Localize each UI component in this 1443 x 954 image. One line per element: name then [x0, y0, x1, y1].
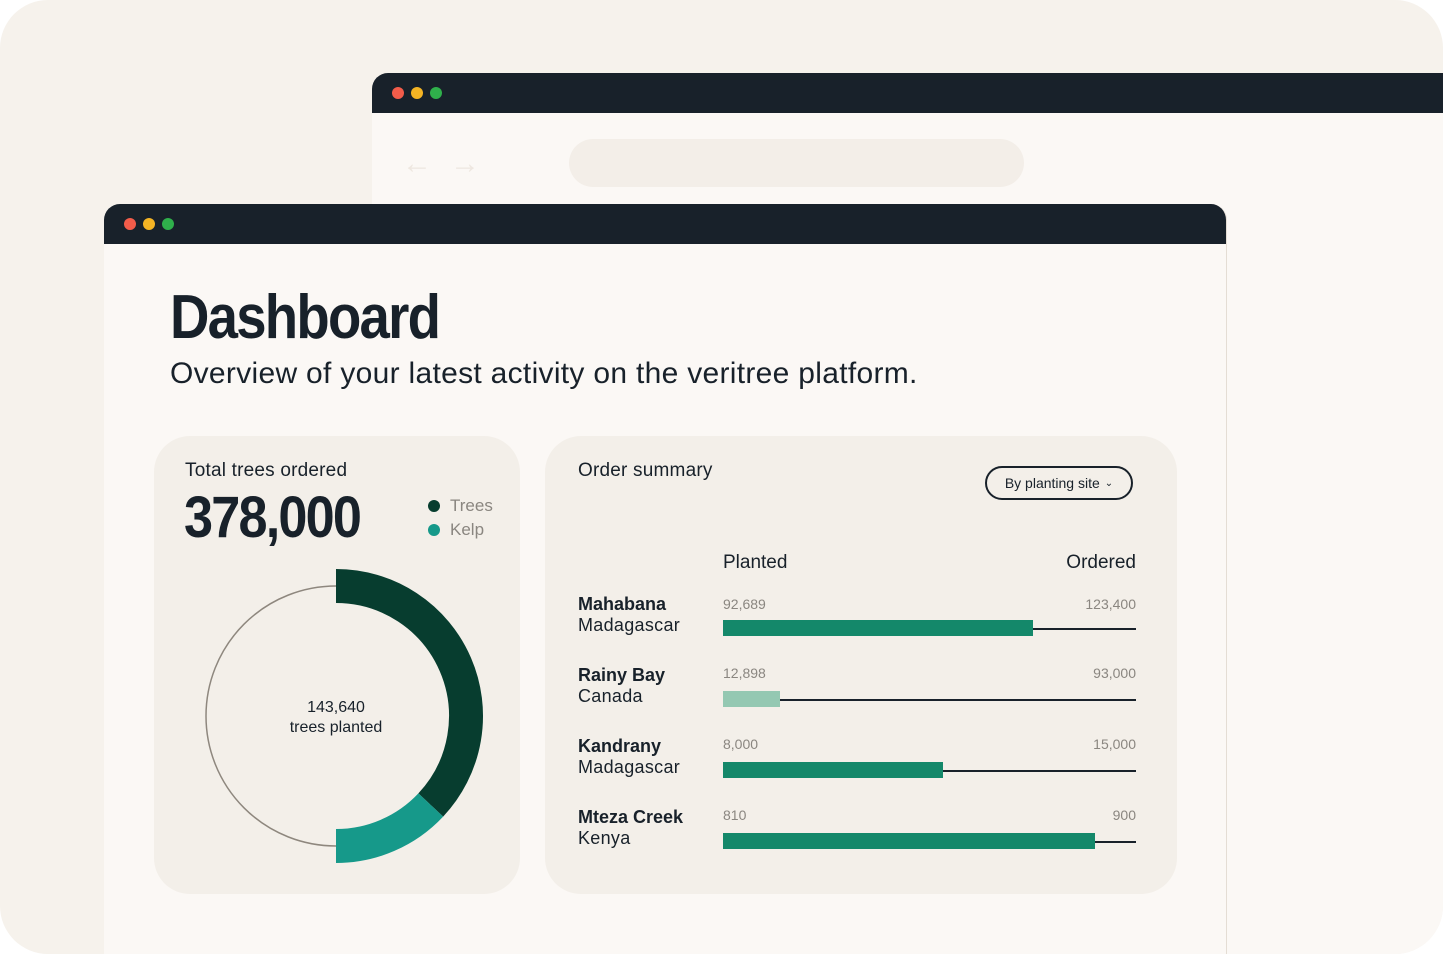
legend-item-kelp: Kelp [428, 518, 493, 542]
close-dot-icon[interactable] [124, 218, 136, 230]
site-name: Mteza Creek [578, 807, 684, 827]
planted-value: 810 [723, 807, 747, 823]
window-titlebar [104, 204, 1226, 244]
planted-bar [723, 833, 1095, 849]
site-name-block: Rainy Bay Canada [578, 665, 665, 707]
donut-legend: Trees Kelp [428, 494, 493, 542]
chevron-down-icon: ⌄ [1104, 477, 1114, 489]
dashboard-browser-window: Dashboard Overview of your latest activi… [104, 204, 1227, 954]
planted-donut-chart [205, 569, 483, 863]
planting-site-dropdown[interactable]: By planting site ⌄ [985, 466, 1133, 500]
total-trees-label: Total trees ordered [185, 460, 348, 481]
site-country: Madagascar [578, 615, 681, 635]
legend-dot-trees-icon [428, 500, 440, 512]
site-name-block: Mahabana Madagascar [578, 594, 680, 636]
site-country: Canada [578, 686, 643, 706]
minimize-dot-icon [411, 87, 423, 99]
page-title: Dashboard [170, 283, 441, 352]
minimize-dot-icon[interactable] [143, 218, 155, 230]
donut-slice-kelp [335, 793, 444, 863]
ordered-value: 93,000 [1093, 665, 1136, 681]
planted-value: 92,689 [723, 596, 766, 612]
planted-value: 8,000 [723, 736, 759, 752]
order-summary-label: Order summary [578, 460, 713, 481]
trees-planted-caption: trees planted [289, 719, 383, 736]
column-header-planted: Planted [723, 552, 788, 573]
ordered-track [723, 699, 1136, 701]
order-summary-card: Order summary By planting site ⌄ Planted… [545, 436, 1177, 894]
ordered-value: 900 [1112, 807, 1136, 823]
ordered-value: 123,400 [1085, 596, 1136, 612]
page-subtitle: Overview of your latest activity on the … [170, 357, 918, 390]
donut-slice-trees [335, 569, 483, 817]
planted-bar [723, 762, 943, 778]
planted-value: 12,898 [723, 665, 766, 681]
total-trees-value: 378,000 [184, 485, 362, 550]
trees-planted-value: 143,640 [307, 699, 365, 716]
site-name: Kandrany [578, 736, 662, 756]
maximize-dot-icon [430, 87, 442, 99]
legend-dot-kelp-icon [428, 524, 440, 536]
dropdown-label: By planting site [1004, 475, 1100, 491]
ordered-value: 15,000 [1093, 736, 1136, 752]
site-name: Rainy Bay [578, 665, 666, 685]
site-name-block: Kandrany Madagascar [578, 736, 680, 778]
site-country: Kenya [578, 828, 631, 848]
background-window-titlebar [372, 73, 1443, 113]
donut-center-label: 143,640 trees planted [236, 698, 436, 738]
planted-bar [723, 691, 780, 707]
total-trees-card: Total trees ordered 378,000 Trees Kelp 1… [154, 436, 520, 894]
legend-label-trees: Trees [450, 496, 493, 515]
site-country: Madagascar [578, 757, 681, 777]
site-name: Mahabana [578, 594, 667, 614]
site-name-block: Mteza Creek Kenya [578, 807, 683, 849]
planted-bar [723, 620, 1033, 636]
close-dot-icon [392, 87, 404, 99]
maximize-dot-icon[interactable] [162, 218, 174, 230]
legend-item-trees: Trees [428, 494, 493, 518]
column-header-ordered: Ordered [1066, 552, 1136, 573]
back-forward-arrows-icon: ←→ [402, 147, 498, 180]
legend-label-kelp: Kelp [450, 520, 485, 539]
background-address-bar [569, 139, 1024, 187]
